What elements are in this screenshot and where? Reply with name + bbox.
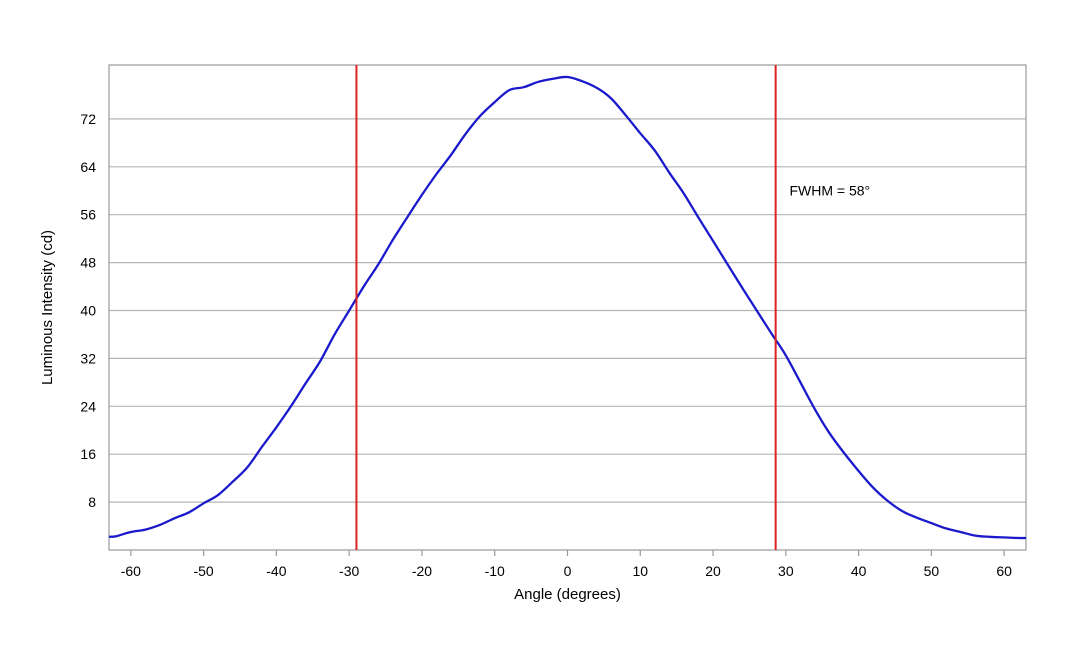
x-tick-label: 10 bbox=[632, 563, 648, 579]
x-tick-label: 30 bbox=[778, 563, 794, 579]
x-tick-label: -60 bbox=[121, 563, 141, 579]
y-tick-label: 56 bbox=[80, 207, 96, 223]
x-tick-label: 40 bbox=[851, 563, 867, 579]
y-tick-label: 72 bbox=[80, 111, 96, 127]
y-axis-title: Luminous Intensity (cd) bbox=[39, 230, 56, 385]
y-tick-label: 64 bbox=[80, 159, 96, 175]
x-tick-label: -40 bbox=[266, 563, 286, 579]
x-tick-label: 50 bbox=[924, 563, 940, 579]
x-tick-label: 0 bbox=[564, 563, 572, 579]
x-tick-label: 20 bbox=[705, 563, 721, 579]
x-tick-label: -10 bbox=[485, 563, 505, 579]
y-tick-label: 32 bbox=[80, 350, 96, 366]
y-tick-label: 24 bbox=[80, 398, 96, 414]
x-tick-label: -30 bbox=[339, 563, 359, 579]
x-axis-title: Angle (degrees) bbox=[514, 586, 621, 603]
y-tick-label: 40 bbox=[80, 302, 96, 318]
x-tick-label: -20 bbox=[412, 563, 432, 579]
intensity-curve bbox=[108, 75, 1027, 540]
plot-frame bbox=[108, 64, 1027, 551]
fwhm-annotation: FWHM = 58° bbox=[789, 183, 870, 199]
y-tick-label: 16 bbox=[80, 446, 96, 462]
y-tick-label: 48 bbox=[80, 255, 96, 271]
y-tick-label: 8 bbox=[88, 494, 96, 510]
x-tick-label: -50 bbox=[193, 563, 213, 579]
x-tick-label: 60 bbox=[996, 563, 1012, 579]
